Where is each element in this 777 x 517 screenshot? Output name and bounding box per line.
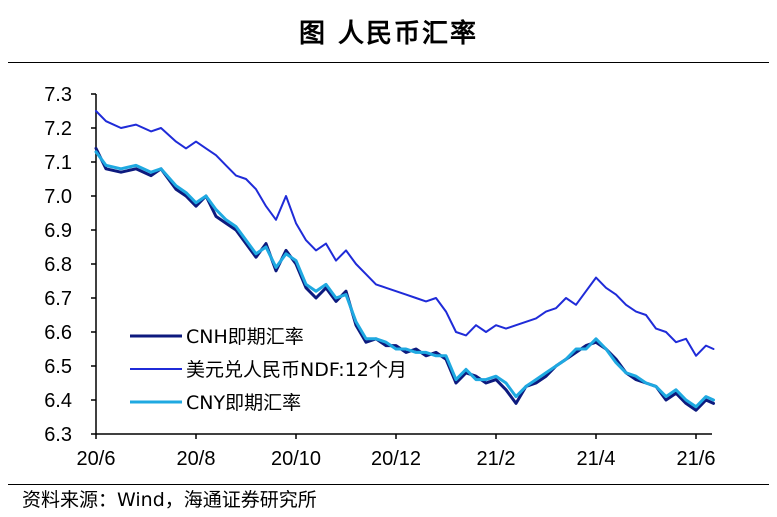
source-note: 资料来源：Wind，海通证券研究所	[22, 489, 317, 511]
y-tick-label: 7.3	[44, 84, 72, 106]
axes: 7.3 7.2 7.1 7.0 6.9 6.8 6.7 6.6 6.5 6.4 6.320/6 20/…	[44, 84, 715, 470]
series-line-2	[94, 150, 715, 409]
y-tick-label: 6.4	[44, 390, 72, 412]
x-tick-label: 20/6	[77, 448, 116, 470]
chart-title: 图 人民币汇率	[298, 18, 479, 49]
y-tick-label: 6.7	[44, 288, 72, 310]
exchange-rate-chart: 7.3 7.2 7.1 7.0 6.9 6.8 6.7 6.6 6.5 6.4 6.320/6 20/…	[44, 84, 715, 470]
y-tick-label: 6.3	[44, 424, 72, 446]
x-tick-label: 20/8	[177, 448, 216, 470]
legend-label-0: CNH即期汇率	[186, 326, 304, 348]
legend-label-2: CNY即期汇率	[186, 392, 301, 414]
x-tick-label: 21/2	[477, 448, 516, 470]
series-line-0	[94, 146, 715, 412]
y-tick-label: 6.5	[44, 356, 72, 378]
legend-label-1: 美元兑人民币NDF:12个月	[186, 359, 407, 381]
y-tick-label: 7.0	[44, 186, 72, 208]
y-tick-label: 7.2	[44, 118, 72, 140]
x-tick-label: 21/6	[677, 448, 716, 470]
series-lines	[94, 110, 715, 412]
x-tick-label: 21/4	[577, 448, 616, 470]
y-tick-label: 6.9	[44, 220, 72, 242]
source-divider	[8, 484, 769, 485]
x-tick-label: 20/12	[371, 448, 421, 470]
y-tick-label: 6.8	[44, 254, 72, 276]
title-divider	[8, 62, 769, 63]
x-tick-label: 20/10	[271, 448, 321, 470]
y-tick-label: 6.6	[44, 322, 72, 344]
series-line-1	[95, 110, 715, 357]
y-tick-label: 7.1	[44, 152, 72, 174]
